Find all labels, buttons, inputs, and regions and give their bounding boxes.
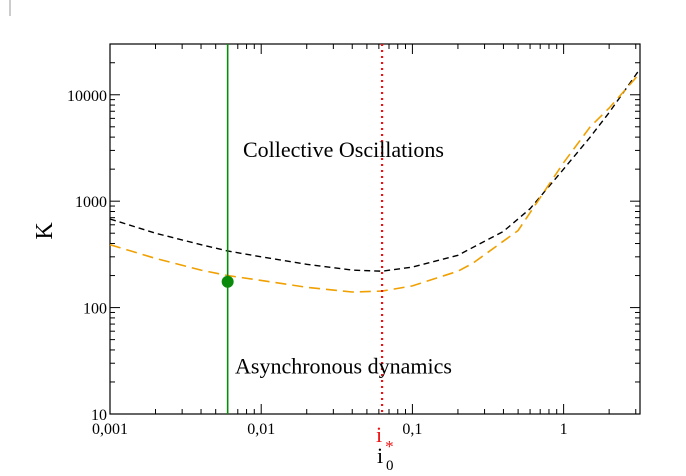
- series-layer: [109, 68, 641, 293]
- x-tick-label: 0,01: [247, 421, 275, 438]
- annotations: Collective Oscillations Asynchronous dyna…: [235, 137, 452, 379]
- axis-labels: 0,001 0,01 0,1 1 10 100 1000 10000 i 0 K: [32, 88, 568, 474]
- y-tick-label: 1000: [75, 194, 107, 211]
- y-tick-label: 10000: [67, 88, 107, 105]
- y-tick-label: 100: [83, 301, 107, 318]
- vertical-line-label-subscript: *: [385, 437, 394, 456]
- region-annotation: Asynchronous dynamics: [235, 354, 452, 379]
- x-tick-label: 0,1: [402, 421, 422, 438]
- x-axis-label-subscript: 0: [386, 458, 394, 474]
- vertical-line-label: i: [376, 422, 382, 447]
- x-axis-label: i: [377, 443, 383, 468]
- region-annotation: Collective Oscillations: [243, 137, 444, 162]
- plot-frame: [109, 43, 641, 415]
- vertical-lines: i *: [221, 44, 394, 456]
- x-tick-label: 0,001: [92, 421, 128, 438]
- y-tick-label: 10: [91, 407, 107, 424]
- series-line-2: [109, 72, 641, 293]
- y-axis-label: K: [32, 222, 58, 240]
- data-point-marker: [221, 275, 234, 288]
- series-line-1: [109, 68, 641, 272]
- x-tick-label: 1: [560, 421, 568, 438]
